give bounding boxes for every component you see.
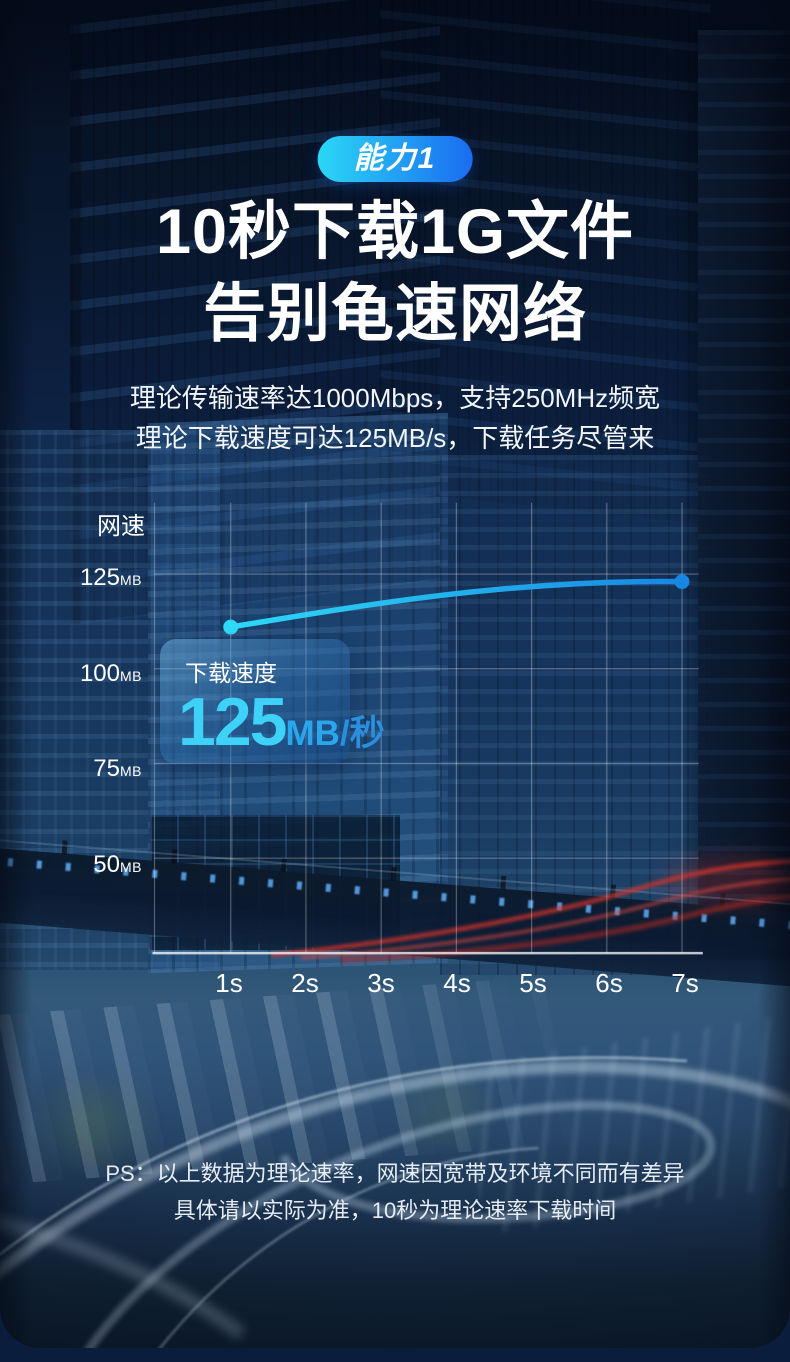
x-tick-label: 4s: [443, 968, 471, 998]
x-tick-label: 5s: [519, 968, 547, 998]
x-tick-label: 6s: [595, 968, 623, 998]
data-point-end: [674, 574, 690, 590]
callout-value-per: /秒: [339, 714, 385, 753]
y-axis-label: 网速: [97, 513, 145, 540]
callout-label: 下载速度: [185, 660, 277, 686]
x-tick-label: 1s: [215, 968, 243, 998]
y-tick-label: 50MB: [93, 851, 142, 879]
footnote-line1: PS：以上数据为理论速率，网速因宽带及环境不同而有差异: [105, 1161, 685, 1186]
y-tick-label: 125MB: [79, 564, 142, 591]
subtitle: 理论传输速率达1000Mbps，支持250MHz频宽 理论下载速度可达125MB/…: [0, 378, 790, 458]
footnote: PS：以上数据为理论速率，网速因宽带及环境不同而有差异 具体请以实际为准，10秒为…: [0, 1155, 790, 1229]
capability-badge-label: 能力1: [353, 142, 437, 175]
y-tick-label: 100MB: [79, 659, 142, 687]
headline-line1: 10秒下载1G文件: [155, 197, 635, 267]
download-speed-callout: 下载速度 125 MB /秒: [160, 639, 385, 764]
y-tick-label: 75MB: [93, 755, 142, 783]
callout-value: 125 MB /秒: [178, 684, 385, 760]
footnote-line2: 具体请以实际为准，10秒为理论速率下载时间: [173, 1198, 617, 1223]
callout-value-number: 125: [178, 684, 287, 760]
capability-badge: 能力1: [317, 136, 473, 182]
headline: 10秒下载1G文件 告别龟速网络: [0, 192, 790, 356]
x-tick-label: 2s: [291, 968, 319, 998]
callout-value-unit: MB: [285, 714, 340, 753]
data-point-start: [223, 619, 239, 635]
subtitle-line1: 理论传输速率达1000Mbps，支持250MHz频宽: [129, 383, 661, 413]
data-point-markers: [223, 574, 690, 635]
subtitle-line2: 理论下载速度可达125MB/s，下载任务尽管来: [135, 423, 655, 453]
download-speed-line: [227, 578, 685, 630]
headline-line2: 告别龟速网络: [203, 278, 587, 349]
x-tick-label: 7s: [671, 968, 699, 998]
x-tick-label: 3s: [367, 968, 395, 998]
